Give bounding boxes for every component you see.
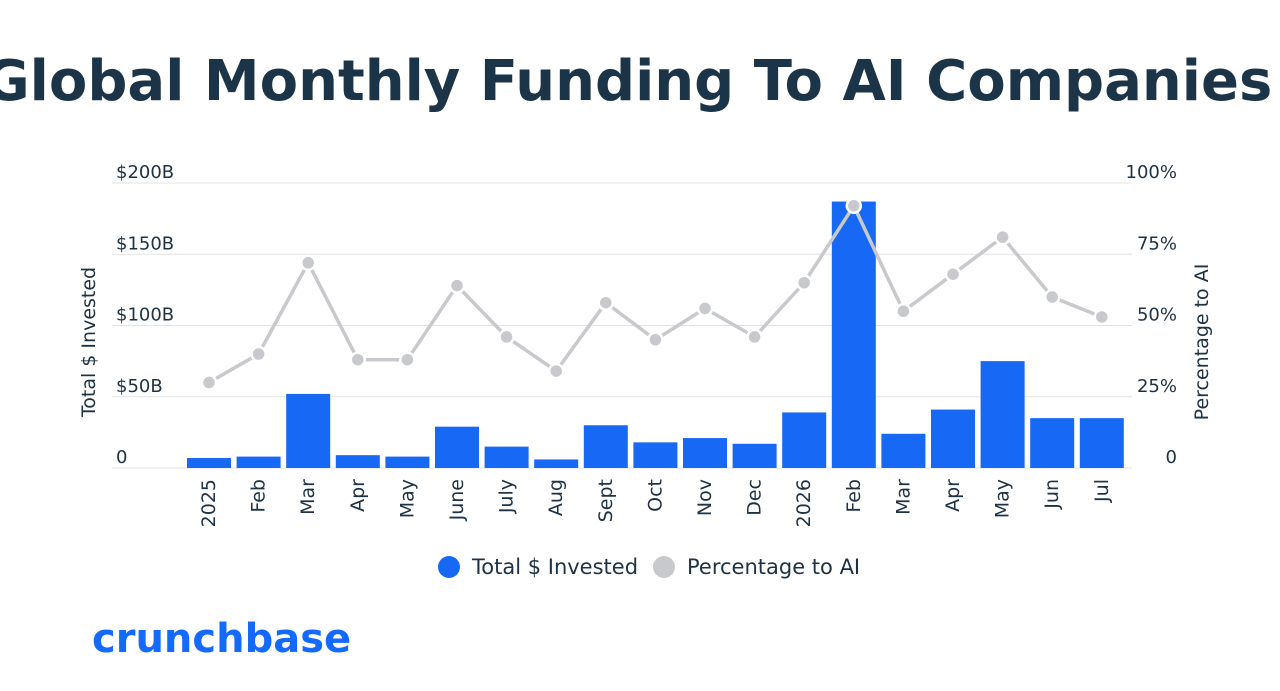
- right-axis-label: Percentage to AI: [1191, 264, 1213, 421]
- legend-label-total-invested: Total $ Invested: [471, 555, 638, 579]
- category-label: Mar: [892, 479, 914, 515]
- category-label: May: [396, 479, 418, 518]
- right-tick-label: 25%: [1137, 376, 1177, 397]
- line-point: [696, 300, 714, 317]
- line-point: [250, 345, 267, 363]
- left-tick-label: $100B: [116, 305, 174, 326]
- bar: [633, 442, 678, 468]
- brand-logo: crunchbase: [92, 616, 351, 662]
- right-tick-label: 100%: [1126, 162, 1177, 183]
- category-label: Feb: [843, 479, 865, 513]
- category-label: June: [446, 479, 468, 521]
- legend-label-percentage: Percentage to AI: [687, 555, 860, 579]
- line-point: [845, 197, 863, 215]
- bar: [187, 458, 231, 468]
- chart-title: Global Monthly Funding To AI Companies: [0, 49, 1272, 114]
- line-point: [399, 351, 416, 368]
- bar-series: [187, 201, 1124, 468]
- category-label: Aug: [545, 479, 567, 516]
- left-tick-label: 0: [116, 447, 127, 468]
- line-point: [994, 228, 1011, 246]
- category-label: Apr: [942, 479, 964, 512]
- line-point: [647, 331, 664, 348]
- category-label: 2025: [198, 479, 220, 527]
- line-point: [1093, 308, 1111, 326]
- bar: [385, 456, 430, 468]
- bar: [980, 361, 1025, 468]
- legend: Total $ Invested Percentage to AI: [438, 555, 860, 579]
- line-point: [200, 374, 218, 391]
- bar: [484, 446, 529, 468]
- left-axis-label: Total $ Invested: [78, 267, 100, 418]
- category-label: Jun: [1041, 479, 1063, 510]
- bar: [782, 412, 827, 468]
- left-tick-label: $200B: [116, 162, 174, 183]
- category-label: Oct: [644, 479, 666, 512]
- bar: [435, 426, 479, 468]
- category-label: Feb: [248, 479, 270, 513]
- line-point: [944, 265, 962, 283]
- line-point: [795, 274, 813, 291]
- percentage-line: [208, 204, 1103, 385]
- line-point: [1043, 288, 1061, 306]
- bar: [534, 459, 579, 468]
- line-point: [547, 362, 565, 380]
- category-label: Dec: [744, 479, 766, 516]
- bar: [335, 455, 380, 468]
- right-tick-label: 50%: [1137, 305, 1177, 326]
- legend-swatch-percentage: [653, 556, 675, 578]
- line-point: [498, 328, 515, 346]
- line-point: [349, 351, 367, 368]
- line-point: [299, 254, 317, 272]
- category-label: Apr: [347, 479, 369, 512]
- category-labels: 2025 Feb Mar Apr May June July Aug Sept Oct Nov Dec…: [198, 479, 1113, 528]
- category-label: Sept: [595, 479, 617, 522]
- category-label: Mar: [297, 479, 319, 515]
- category-label: Jul: [1091, 479, 1113, 503]
- line-point: [448, 277, 466, 294]
- legend-swatch-total-invested: [438, 556, 460, 578]
- category-label: Nov: [694, 479, 716, 516]
- left-tick-label: $150B: [116, 233, 174, 254]
- bar: [931, 409, 975, 468]
- right-tick-label: 0: [1166, 447, 1177, 468]
- bar: [1030, 418, 1075, 468]
- bar: [831, 201, 876, 468]
- line-point: [895, 303, 912, 320]
- bar: [683, 438, 727, 468]
- line-series: [200, 197, 1111, 391]
- bar: [1079, 418, 1124, 468]
- bar: [732, 443, 777, 468]
- right-tick-label: 75%: [1137, 233, 1177, 254]
- left-tick-label: $50B: [116, 376, 163, 397]
- category-label: July: [496, 479, 518, 514]
- axis-ticks: 0 $50B $100B $150B $200B 0 25% 50% 75% 100%: [116, 162, 1177, 468]
- bar: [286, 393, 331, 468]
- bar: [236, 456, 281, 468]
- category-label: May: [992, 479, 1014, 518]
- category-label: 2026: [793, 479, 815, 527]
- line-point: [597, 294, 615, 311]
- line-point: [746, 328, 763, 346]
- bar: [583, 425, 628, 468]
- bar: [881, 433, 926, 468]
